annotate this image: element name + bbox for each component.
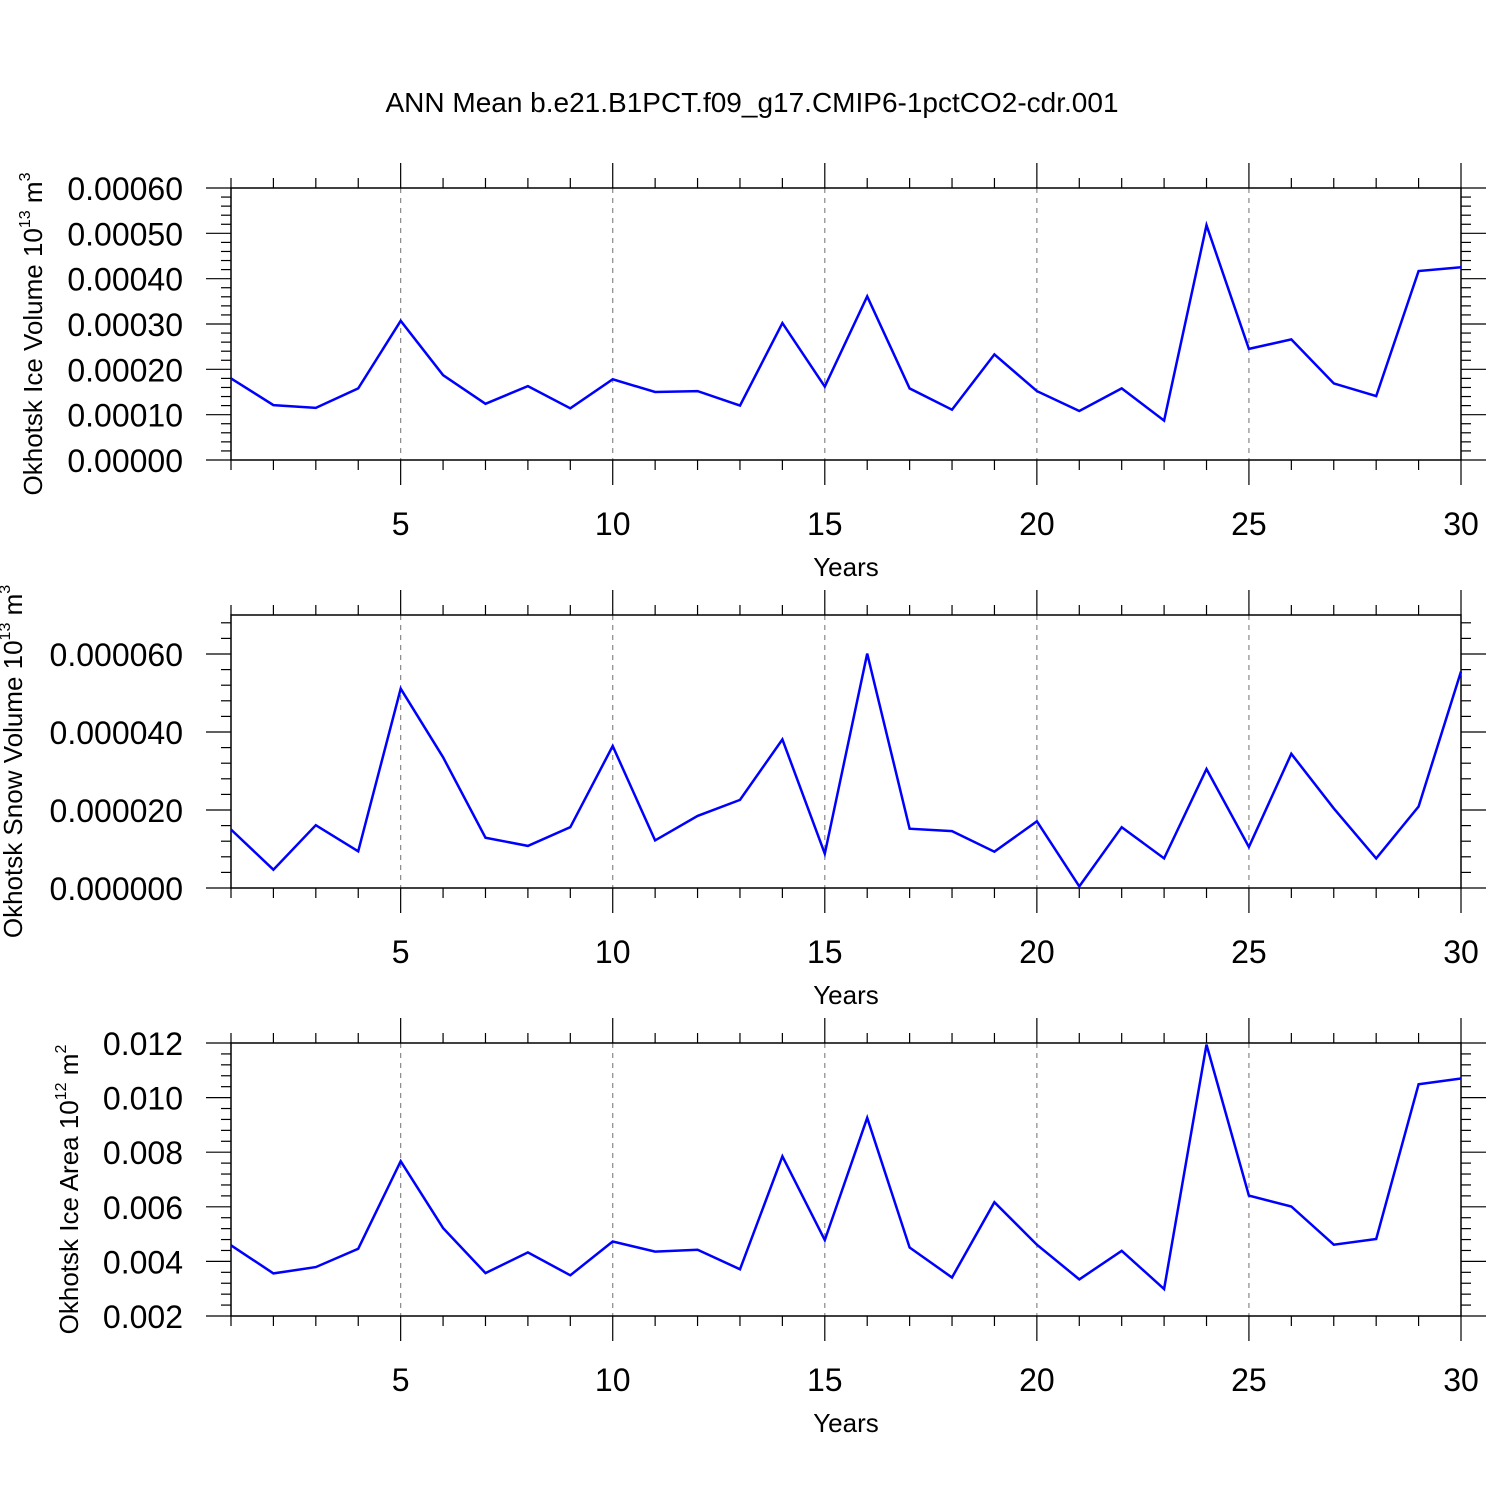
ice-volume-ytick-label: 0.00000 (67, 443, 183, 479)
ice-area-y-axis-label: Okhotsk Ice Area 1012 m2 (53, 1045, 84, 1335)
ice-area-ytick-label: 0.010 (103, 1081, 183, 1117)
ice-volume-xtick-label: 30 (1443, 506, 1479, 542)
panel-ice-volume: 5 10 15 20 25 30 0.00000 0.00010 0.00020 0.00030 0… (17, 163, 1486, 582)
panel-ice-area: 5 10 15 20 25 30 0.002 0.004 0.006 0.008 0.010 0.01… (53, 1018, 1486, 1438)
ice-volume-series-line (230, 220, 1462, 423)
snow-volume-xtick-label: 10 (595, 934, 631, 970)
ice-area-ytick-label: 0.002 (103, 1299, 183, 1335)
chart-title: ANN Mean b.e21.B1PCT.f09_g17.CMIP6-1pctC… (385, 87, 1118, 118)
snow-volume-series-line (230, 653, 1463, 889)
ice-volume-ytick-label: 0.00060 (67, 171, 183, 207)
ice-volume-xtick-label: 25 (1231, 506, 1267, 542)
snow-volume-ytick-label: 0.000000 (50, 871, 183, 907)
ice-area-ytick-label: 0.012 (103, 1026, 183, 1062)
ice-volume-xtick-label: 15 (807, 506, 843, 542)
ice-volume-x-axis-label: Years (813, 552, 879, 582)
ice-area-xtick-label: 30 (1443, 1362, 1479, 1398)
ice-volume-ytick-label: 0.00030 (67, 307, 183, 343)
ice-area-ytick-label: 0.006 (103, 1190, 183, 1226)
ice-volume-ytick-label: 0.00050 (67, 216, 183, 252)
ice-volume-ytick-label: 0.00010 (67, 398, 183, 434)
ice-area-series-line (230, 1044, 1462, 1292)
ice-area-x-axis-label: Years (813, 1408, 879, 1438)
snow-volume-x-axis-label: Years (813, 980, 879, 1010)
snow-volume-y-axis-label: Okhotsk Snow Volume 1013 m3 (0, 585, 28, 938)
panel-snow-volume: 5 10 15 20 25 30 0.000000 0.000020 0.000040 0.000… (0, 585, 1486, 1010)
snow-volume-xtick-label: 15 (807, 934, 843, 970)
snow-volume-ytick-label: 0.000040 (50, 715, 183, 751)
ice-area-xtick-label: 5 (392, 1362, 410, 1398)
ice-area-plot-frame (230, 1042, 1462, 1317)
ice-area-xtick-label: 25 (1231, 1362, 1267, 1398)
ice-volume-ytick-label: 0.00020 (67, 352, 183, 388)
snow-volume-xtick-label: 25 (1231, 934, 1267, 970)
ice-area-xtick-label: 10 (595, 1362, 631, 1398)
snow-volume-xtick-label: 30 (1443, 934, 1479, 970)
ice-volume-ytick-label: 0.00040 (67, 262, 183, 298)
ice-area-xtick-label: 15 (807, 1362, 843, 1398)
snow-volume-xtick-label: 20 (1019, 934, 1055, 970)
ice-area-ytick-label: 0.008 (103, 1135, 183, 1171)
ice-volume-xtick-label: 5 (392, 506, 410, 542)
ice-area-xtick-label: 20 (1019, 1362, 1055, 1398)
snow-volume-plot-frame (230, 614, 1462, 889)
ice-volume-xtick-label: 20 (1019, 506, 1055, 542)
snow-volume-xtick-label: 5 (392, 934, 410, 970)
snow-volume-ytick-label: 0.000060 (50, 637, 183, 673)
ice-volume-y-axis-label: Okhotsk Ice Volume 1013 m3 (17, 172, 48, 495)
ice-volume-plot-frame (230, 187, 1462, 461)
ice-volume-xtick-label: 10 (595, 506, 631, 542)
snow-volume-ytick-label: 0.000020 (50, 793, 183, 829)
ice-area-ytick-label: 0.004 (103, 1244, 183, 1280)
